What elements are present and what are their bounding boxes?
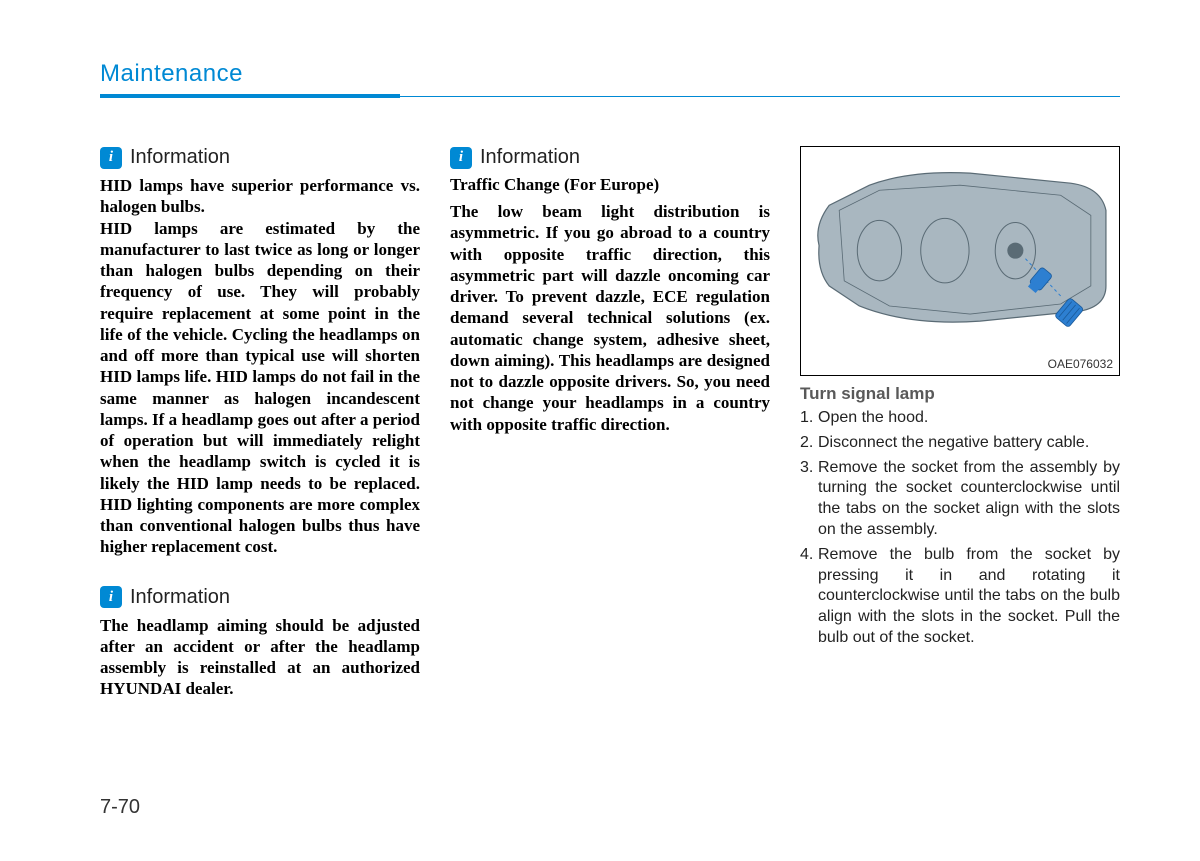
header-thin-line — [400, 96, 1120, 97]
info-title: Information — [480, 146, 580, 169]
headlamp-illustration — [809, 155, 1111, 356]
section-title: Maintenance — [100, 60, 1120, 88]
procedure-heading: Turn signal lamp — [800, 384, 1120, 404]
column-3: OAE076032 Turn signal lamp 1. Open the h… — [800, 146, 1120, 728]
info-title: Information — [130, 146, 230, 169]
info-block-header: i Information — [100, 146, 420, 169]
info-block-header: i Information — [100, 586, 420, 609]
step-item: 2. Disconnect the negative battery cable… — [800, 433, 1120, 454]
info-paragraph: The headlamp aiming should be adjusted a… — [100, 615, 420, 700]
procedure-steps: 1. Open the hood. 2. Disconnect the nega… — [800, 408, 1120, 649]
page-number: 7-70 — [100, 796, 140, 819]
info-body: The low beam light distribution is asymm… — [450, 201, 770, 435]
info-body: The headlamp aiming should be adjusted a… — [100, 615, 420, 700]
step-item: 3. Remove the socket from the assembly b… — [800, 458, 1120, 541]
column-2: i Information Traffic Change (For Europe… — [450, 146, 770, 728]
step-number: 4. — [800, 545, 818, 649]
step-number: 1. — [800, 408, 818, 429]
step-number: 3. — [800, 458, 818, 541]
step-text: Remove the bulb from the socket by press… — [818, 545, 1120, 649]
info-block-header: i Information — [450, 146, 770, 169]
info-subtitle: Traffic Change (For Europe) — [450, 175, 770, 195]
headlamp-figure: OAE076032 — [800, 146, 1120, 376]
header-rule — [100, 94, 1120, 98]
figure-label: OAE076032 — [1048, 357, 1113, 371]
header-thick-line — [100, 94, 400, 98]
manual-page: Maintenance i Information HID lamps have… — [0, 0, 1200, 861]
step-text: Open the hood. — [818, 408, 1120, 429]
column-1: i Information HID lamps have superior pe… — [100, 146, 420, 728]
info-icon: i — [100, 147, 122, 169]
step-text: Disconnect the negative battery cable. — [818, 433, 1120, 454]
content-columns: i Information HID lamps have superior pe… — [100, 146, 1120, 728]
info-icon: i — [100, 586, 122, 608]
info-icon: i — [450, 147, 472, 169]
info-paragraph: HID lamps are estimated by the manufactu… — [100, 218, 420, 558]
info-paragraph: The low beam light distribution is asymm… — [450, 201, 770, 435]
step-number: 2. — [800, 433, 818, 454]
info-body: HID lamps have superior performance vs. … — [100, 175, 420, 558]
step-text: Remove the socket from the assembly by t… — [818, 458, 1120, 541]
step-item: 4. Remove the bulb from the socket by pr… — [800, 545, 1120, 649]
info-paragraph: HID lamps have superior performance vs. … — [100, 175, 420, 218]
step-item: 1. Open the hood. — [800, 408, 1120, 429]
info-title: Information — [130, 586, 230, 609]
